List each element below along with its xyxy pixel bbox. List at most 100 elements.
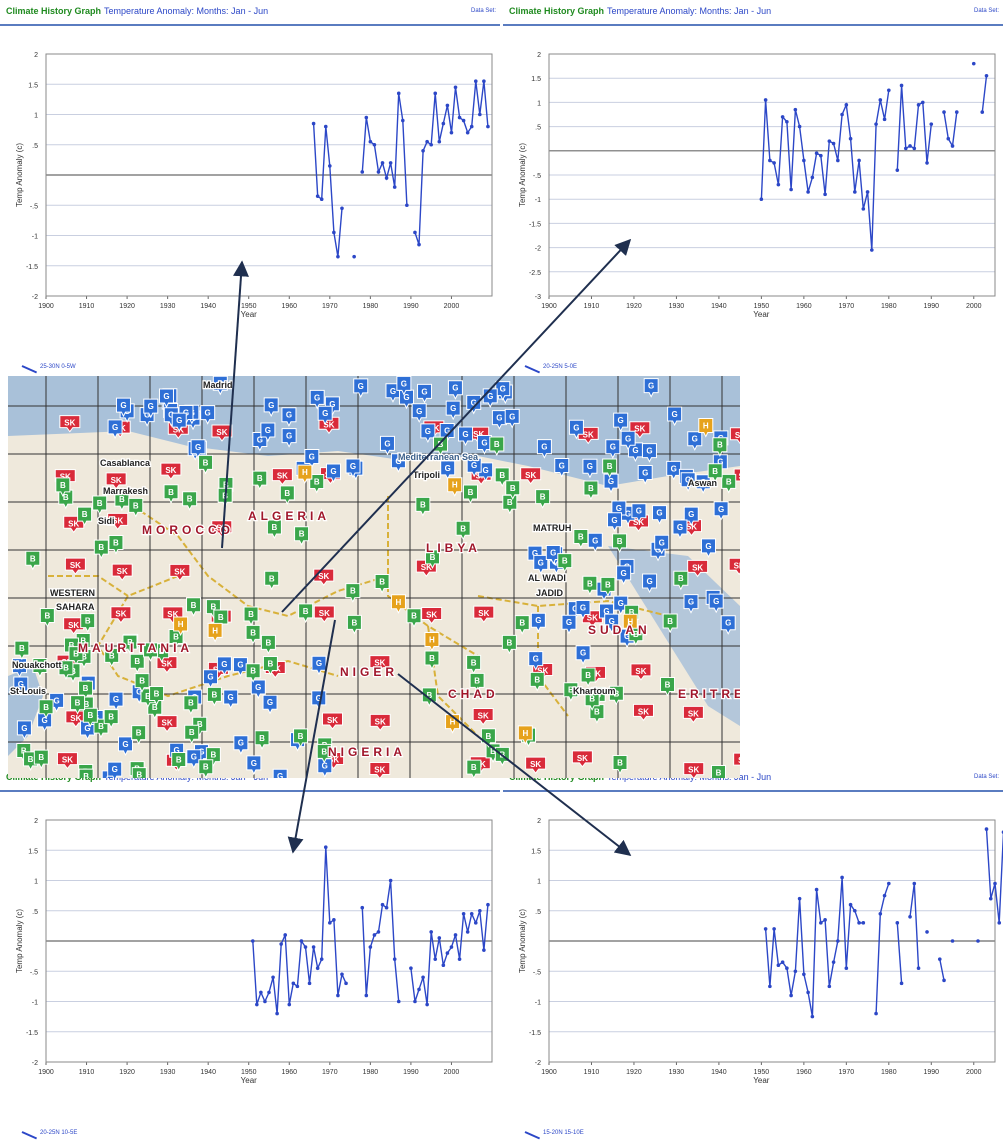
station-marker-blue[interactable]: G [642,573,658,594]
station-map[interactable]: SK SK SK SK SK SK SK SK SK SK SK SK SK SK SK SK SK SK SK SK… [8,376,740,778]
station-marker-red[interactable]: SK [107,512,129,531]
station-marker-blue[interactable]: G [13,676,29,697]
station-marker-blue[interactable]: G [683,594,699,614]
station-marker-blue[interactable]: G [575,645,591,665]
station-marker-blue[interactable]: G [641,443,657,463]
station-marker-green[interactable]: B [206,686,222,707]
station-marker-green[interactable]: B [80,613,96,633]
data-set-label[interactable]: Data Set: [973,8,999,14]
station-marker-green[interactable]: B [82,707,98,728]
station-marker-blue[interactable]: G [667,406,683,427]
station-marker-green[interactable]: B [514,615,530,635]
station-marker-green[interactable]: B [58,660,74,680]
station-marker-blue[interactable]: G [107,419,123,439]
station-marker-green[interactable]: B [501,634,517,655]
station-marker-blue[interactable]: G [37,712,53,733]
station-marker-green[interactable]: B [264,570,280,591]
station-marker-blue[interactable]: G [12,658,28,678]
map-canvas[interactable]: SK SK SK SK SK SK SK SK SK SK SK SK SK SK SK SK SK SK SK SK… [8,376,740,778]
station-marker-green[interactable]: B [710,765,726,778]
station-marker-green[interactable]: B [245,624,261,645]
station-marker-green[interactable]: B [92,495,108,516]
station-marker-red[interactable]: SK [156,715,178,733]
station-marker-blue[interactable]: G [262,694,278,715]
station-marker-blue[interactable]: G [720,615,736,635]
station-marker-blue[interactable]: G [528,651,544,671]
station-marker-green[interactable]: B [114,491,130,512]
station-marker-green[interactable]: B [108,534,124,555]
station-marker-green[interactable]: B [660,677,676,697]
station-marker-blue[interactable]: G [186,749,202,769]
station-marker-blue[interactable]: G [672,519,688,540]
station-marker-blue[interactable]: G [16,720,32,740]
station-marker-red[interactable]: SK [369,713,391,732]
station-marker-blue[interactable]: G [530,612,546,633]
station-marker-red[interactable]: SK [64,557,86,575]
station-marker-red[interactable]: SK [105,472,127,490]
station-marker-blue[interactable]: G [637,465,653,485]
station-marker-blue[interactable]: G [708,593,724,614]
station-marker-green[interactable]: B [198,759,214,778]
station-marker-green[interactable]: B [628,626,644,646]
station-marker-blue[interactable]: G [643,378,659,398]
station-marker-green[interactable]: B [245,663,261,683]
station-marker-blue[interactable]: G [652,505,668,525]
station-marker-blue[interactable]: G [272,768,288,778]
station-marker-orange[interactable]: H [207,622,223,643]
station-marker-green[interactable]: B [134,673,150,693]
station-marker-blue[interactable]: G [143,398,159,419]
station-marker-green[interactable]: B [243,606,259,627]
station-marker-green[interactable]: B [122,634,138,655]
station-marker-red[interactable]: SK [169,563,191,582]
station-marker-blue[interactable]: G [631,503,647,523]
station-marker-blue[interactable]: G [232,657,248,677]
station-marker-blue[interactable]: G [108,691,124,712]
station-marker-green[interactable]: B [424,650,440,671]
station-marker-blue[interactable]: G [687,431,703,451]
station-marker-red[interactable]: SK [110,606,132,624]
station-marker-green[interactable]: B [184,724,200,745]
station-marker-red[interactable]: SK [111,563,133,582]
station-marker-red[interactable]: SK [728,557,740,576]
station-marker-blue[interactable]: G [666,460,682,481]
station-marker-green[interactable]: B [198,454,214,475]
station-marker-blue[interactable]: G [250,679,266,700]
station-marker-green[interactable]: B [103,709,119,729]
station-marker-blue[interactable]: G [115,397,131,418]
station-marker-orange[interactable]: H [424,632,440,652]
station-marker-red[interactable]: SK [56,752,78,770]
station-marker-blue[interactable]: G [200,405,216,425]
station-marker-blue[interactable]: G [171,412,187,433]
station-marker-red[interactable]: SK [729,427,740,445]
station-marker-blue[interactable]: G [700,538,716,558]
station-marker-green[interactable]: B [673,570,689,591]
station-marker-blue[interactable]: G [158,388,174,409]
station-marker-green[interactable]: B [260,634,276,655]
station-marker-red[interactable]: SK [369,762,391,778]
station-marker-green[interactable]: B [143,642,159,662]
station-marker-red[interactable]: SK [733,752,740,769]
station-marker-orange[interactable]: H [622,613,638,634]
station-marker-green[interactable]: B [131,725,147,745]
station-marker-green[interactable]: B [14,640,30,661]
data-set-label[interactable]: Data Set: [470,8,496,14]
station-marker-red[interactable]: SK [369,655,391,673]
station-marker-orange[interactable]: H [173,616,189,637]
station-marker-orange[interactable]: H [698,418,714,438]
station-marker-red[interactable]: SK [160,462,182,480]
station-marker-green[interactable]: B [33,749,49,770]
station-marker-red[interactable]: SK [682,705,704,724]
station-marker-red[interactable]: SK [59,415,81,433]
station-marker-green[interactable]: B [93,539,109,560]
data-set-label[interactable]: Data Set: [973,774,999,780]
station-marker-green[interactable]: B [182,491,198,511]
station-marker-green[interactable]: B [254,730,270,750]
station-marker-green[interactable]: B [171,752,187,772]
station-marker-green[interactable]: B [662,613,678,634]
station-marker-green[interactable]: B [38,699,54,719]
station-marker-blue[interactable]: G [203,669,219,689]
station-marker-red[interactable]: SK [630,663,652,681]
station-marker-green[interactable]: B [163,484,179,504]
station-marker-green[interactable]: B [168,629,184,649]
station-marker-green[interactable]: B [128,497,144,518]
